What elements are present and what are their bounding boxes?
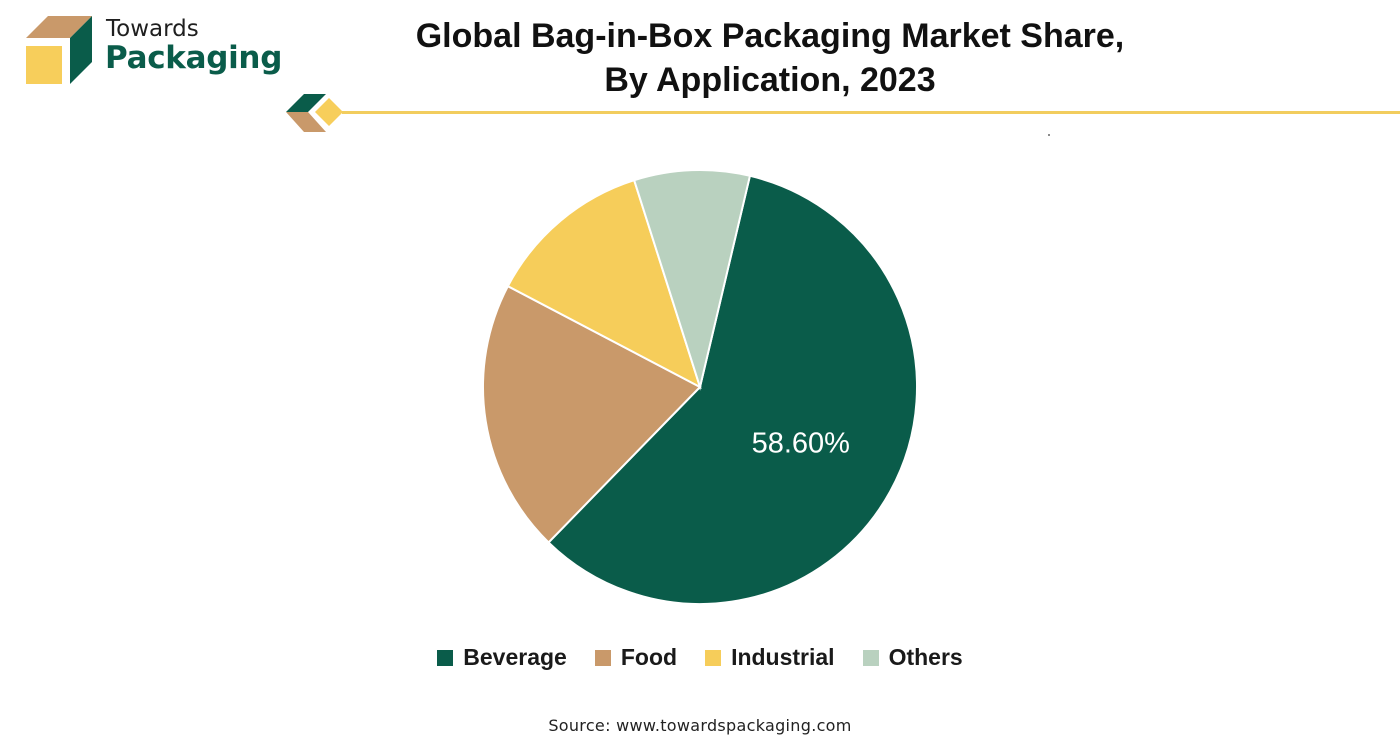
stray-dot bbox=[1048, 134, 1050, 136]
legend-item-others: Others bbox=[862, 644, 963, 671]
brand-logo: Towards Packaging bbox=[26, 16, 286, 88]
legend-swatch bbox=[437, 649, 454, 666]
pie-data-label: 58.60% bbox=[752, 427, 850, 459]
legend-swatch bbox=[862, 649, 879, 666]
legend-swatch bbox=[594, 649, 611, 666]
chart-title-line1: Global Bag-in-Box Packaging Market Share… bbox=[415, 17, 1125, 55]
legend-item-beverage: Beverage bbox=[437, 644, 567, 671]
divider-line bbox=[342, 111, 1400, 114]
pie-slice-industrial bbox=[506, 178, 702, 390]
legend-swatch bbox=[705, 649, 722, 666]
pie-slice-others bbox=[632, 169, 752, 391]
legend-label: Industrial bbox=[731, 644, 835, 670]
divider-ornament-tan bbox=[286, 112, 326, 132]
chart-legend: Beverage Food Industrial Others bbox=[0, 644, 1400, 671]
legend-label: Beverage bbox=[463, 644, 567, 670]
chart-title-line2: By Application, 2023 bbox=[604, 61, 936, 99]
pie-slice-beverage bbox=[547, 174, 918, 605]
legend-label: Food bbox=[620, 644, 678, 670]
legend-item-industrial: Industrial bbox=[705, 644, 835, 671]
brand-line2: Packaging bbox=[105, 40, 283, 76]
chart-title: Global Bag-in-Box Packaging Market Share… bbox=[380, 14, 1160, 102]
pie-slice-food bbox=[482, 284, 702, 544]
header-divider bbox=[286, 94, 1400, 132]
divider-ornament-yellow bbox=[315, 98, 343, 126]
brand-line1: Towards bbox=[106, 16, 199, 42]
divider-ornament-green bbox=[286, 94, 326, 112]
source-note: Source: www.towardspackaging.com bbox=[548, 716, 852, 735]
legend-item-food: Food bbox=[594, 644, 678, 671]
box-logo-icon bbox=[26, 16, 92, 84]
legend-label: Others bbox=[888, 644, 963, 670]
